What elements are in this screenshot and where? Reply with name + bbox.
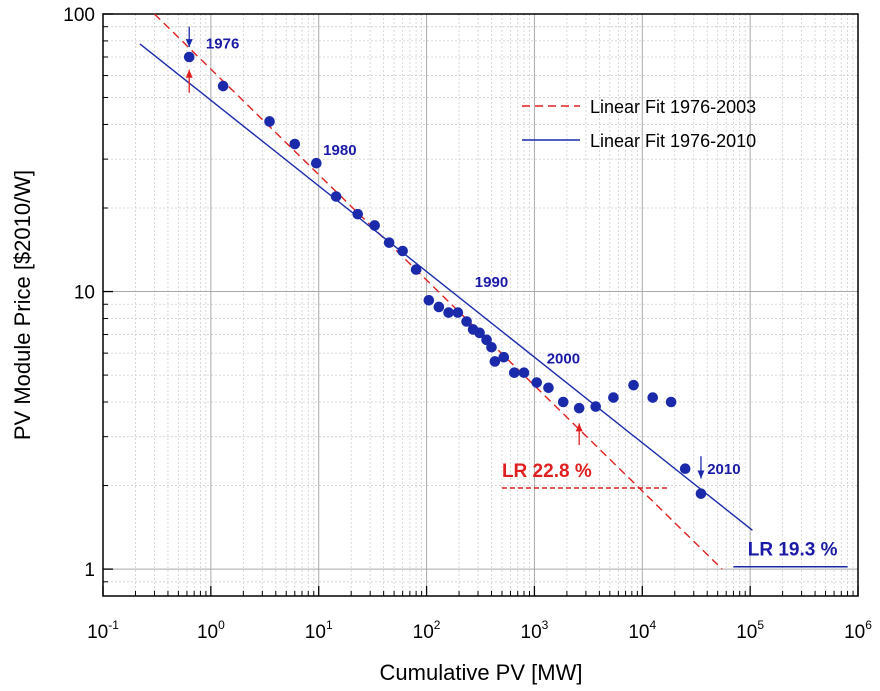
- data-point: [474, 327, 485, 339]
- x-tick-label: 10-1: [87, 618, 119, 643]
- data-point: [665, 396, 677, 408]
- arrow-head: [185, 69, 193, 78]
- data-point: [433, 301, 445, 313]
- data-point: [573, 402, 585, 414]
- data-point: [518, 367, 530, 379]
- learning-rate-label: LR 19.3 %: [748, 539, 838, 560]
- year-label: 1990: [475, 274, 508, 291]
- data-point: [498, 351, 510, 363]
- year-label: 2000: [547, 351, 580, 368]
- data-point: [531, 377, 543, 388]
- grid: [102, 13, 859, 596]
- legend-label: Linear Fit 1976-2003: [590, 97, 756, 117]
- data-point: [397, 245, 408, 257]
- data-point: [508, 367, 520, 379]
- data-point: [679, 463, 691, 475]
- data-points: [183, 51, 707, 499]
- legend: Linear Fit 1976-2003 Linear Fit 1976-2010: [522, 97, 756, 151]
- data-point: [352, 208, 364, 220]
- data-point: [590, 401, 602, 412]
- data-point: [557, 396, 569, 408]
- fit-lines: [139, 13, 753, 570]
- y-tick-label: 100: [63, 5, 95, 26]
- data-point: [217, 80, 229, 92]
- data-point: [330, 191, 342, 202]
- y-tick-label: 10: [74, 283, 95, 304]
- x-tick-label: 100: [197, 618, 225, 643]
- data-point: [647, 392, 659, 403]
- year-label: 1976: [206, 36, 239, 53]
- data-point: [443, 307, 454, 318]
- x-axis-title: Cumulative PV [MW]: [380, 660, 583, 685]
- arrow: [185, 69, 193, 93]
- data-point: [543, 382, 554, 394]
- arrows: [185, 26, 705, 479]
- data-point: [289, 138, 301, 150]
- data-point: [608, 392, 619, 403]
- axis-ticks: 10-1 100 101 102 103 104 105 106 1 10 100: [63, 5, 872, 643]
- arrow: [697, 456, 705, 479]
- arrow: [185, 26, 193, 48]
- x-tick-label: 105: [736, 618, 764, 643]
- data-point: [410, 264, 422, 275]
- annotations: LR 22.8 % LR 19.3 %: [501, 461, 848, 568]
- data-point: [461, 316, 472, 327]
- year-label: 1980: [323, 142, 356, 159]
- data-point: [264, 116, 275, 127]
- data-point: [489, 356, 501, 367]
- fit-line: [139, 43, 753, 531]
- x-tick-label: 104: [628, 618, 656, 643]
- arrow: [575, 423, 583, 445]
- data-point: [628, 379, 639, 391]
- data-point: [183, 51, 195, 63]
- data-point: [369, 220, 380, 231]
- x-tick-label: 102: [413, 618, 441, 643]
- x-tick-label: 103: [521, 618, 549, 643]
- x-tick-label: 101: [305, 618, 333, 643]
- x-tick-label: 106: [844, 618, 872, 643]
- y-tick-label: 1: [84, 560, 95, 581]
- fit-line: [153, 13, 723, 570]
- data-point: [486, 341, 497, 353]
- data-point: [383, 237, 395, 248]
- data-point: [423, 294, 435, 306]
- arrow-head: [697, 470, 705, 479]
- arrow-head: [185, 39, 193, 48]
- arrow-head: [575, 423, 583, 432]
- year-label: 2010: [707, 461, 740, 478]
- data-point: [311, 157, 322, 169]
- learning-rate-label: LR 22.8 %: [502, 461, 592, 482]
- y-axis-title: PV Module Price [$2010/W]: [10, 170, 35, 440]
- legend-label: Linear Fit 1976-2010: [590, 131, 756, 151]
- plot-frame: [102, 13, 859, 597]
- data-point: [452, 307, 464, 318]
- year-labels: 1976 1980 1990 2000 2010: [206, 36, 741, 478]
- data-point: [695, 488, 707, 499]
